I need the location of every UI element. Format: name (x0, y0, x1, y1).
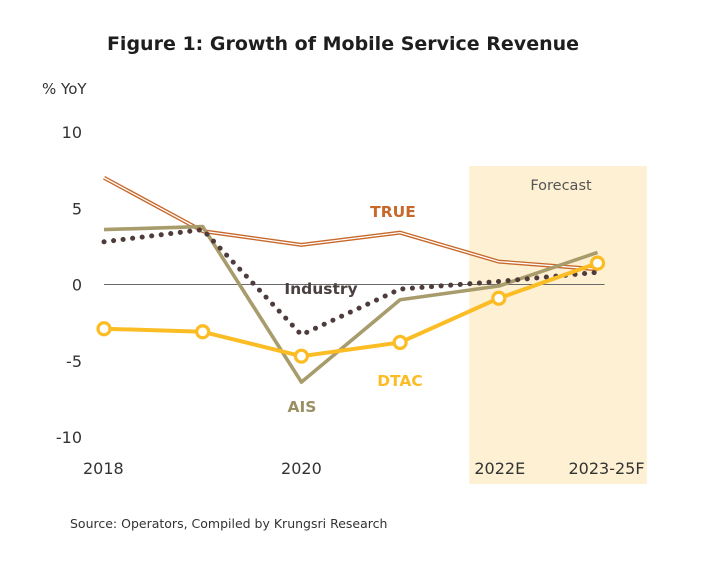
y-axis-unit: % YoY (42, 80, 87, 98)
series-industry (101, 227, 600, 338)
x-tick-label: 2018 (83, 459, 124, 478)
series-line (103, 261, 599, 359)
series-line (101, 227, 600, 338)
data-point (293, 348, 309, 364)
series-line-inner (103, 177, 598, 270)
y-tick-label: -10 (56, 428, 82, 447)
x-tick-label: 2023-25F (568, 459, 644, 478)
series-label-dtac: DTAC (377, 372, 423, 390)
forecast-band (469, 166, 647, 484)
data-point (491, 290, 507, 306)
x-tick-label: 2022E (474, 459, 525, 478)
data-point (195, 324, 211, 340)
x-tick-label: 2020 (281, 459, 322, 478)
series-dtac (96, 255, 606, 364)
series-label-industry: Industry (284, 280, 357, 298)
series-lines (96, 175, 606, 384)
data-point (96, 321, 112, 337)
y-tick-label: 0 (72, 276, 82, 295)
series-labels: TRUE AIS Industry DTAC (284, 203, 422, 416)
data-point (589, 255, 606, 271)
y-tick-label: 5 (72, 199, 82, 218)
forecast-region: Forecast (469, 166, 647, 484)
source-note: Source: Operators, Compiled by Krungsri … (70, 516, 387, 531)
y-tick-label: -5 (66, 352, 82, 371)
data-point (392, 334, 408, 351)
chart-title: Figure 1: Growth of Mobile Service Reven… (107, 33, 579, 55)
series-label-ais: AIS (288, 398, 317, 416)
y-tick-label: 10 (62, 123, 82, 142)
series-label-true: TRUE (370, 203, 416, 221)
forecast-label: Forecast (530, 178, 592, 194)
series-true (103, 175, 598, 272)
